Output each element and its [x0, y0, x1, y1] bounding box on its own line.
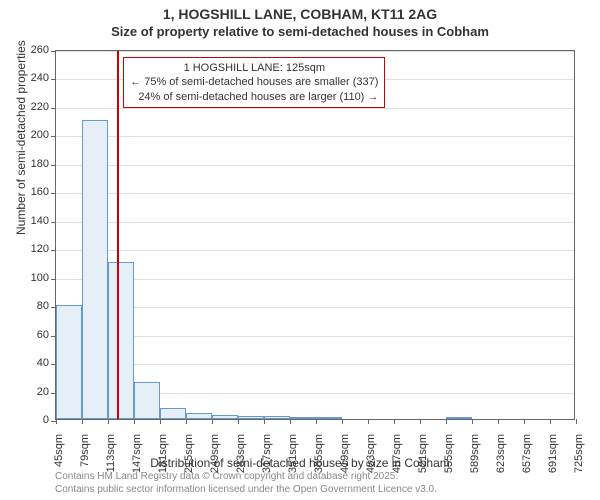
x-tick-label: 283sqm [235, 434, 247, 473]
histogram-bar [212, 415, 238, 419]
histogram-bar [108, 262, 134, 419]
y-tick [51, 165, 56, 166]
x-tick-label: 623sqm [495, 434, 507, 473]
histogram-bar [186, 413, 212, 419]
y-tick [51, 279, 56, 280]
y-tick-label: 260 [14, 44, 49, 56]
gridline [56, 193, 574, 194]
y-tick-label: 40 [14, 357, 49, 369]
y-tick [51, 250, 56, 251]
y-tick-label: 200 [14, 129, 49, 141]
x-tick [290, 419, 291, 424]
y-tick [51, 222, 56, 223]
x-tick-label: 657sqm [521, 434, 533, 473]
histogram-bar [238, 416, 264, 419]
reference-line [117, 51, 119, 419]
gridline [56, 136, 574, 137]
x-tick [82, 419, 83, 424]
x-tick [238, 419, 239, 424]
histogram-bar [160, 408, 186, 419]
y-tick-label: 220 [14, 101, 49, 113]
x-tick-label: 453sqm [365, 434, 377, 473]
chart-area: 1 HOGSHILL LANE: 125sqm← 75% of semi-det… [55, 50, 575, 420]
histogram-bar [290, 417, 316, 419]
y-tick-label: 160 [14, 186, 49, 198]
x-tick [316, 419, 317, 424]
x-tick [394, 419, 395, 424]
x-tick-label: 181sqm [157, 434, 169, 473]
x-tick [576, 419, 577, 424]
y-tick-label: 80 [14, 300, 49, 312]
x-tick [368, 419, 369, 424]
x-tick-label: 419sqm [339, 434, 351, 473]
y-tick [51, 193, 56, 194]
gridline [56, 108, 574, 109]
y-tick [51, 136, 56, 137]
x-tick-label: 555sqm [443, 434, 455, 473]
x-tick [212, 419, 213, 424]
y-tick-label: 20 [14, 386, 49, 398]
x-tick [524, 419, 525, 424]
annotation-line-2: ← 75% of semi-detached houses are smalle… [130, 75, 378, 89]
plot-region: 1 HOGSHILL LANE: 125sqm← 75% of semi-det… [55, 50, 575, 420]
attribution-text: Contains HM Land Registry data © Crown c… [55, 471, 437, 496]
x-tick [472, 419, 473, 424]
histogram-bar [446, 417, 472, 419]
y-tick [51, 79, 56, 80]
x-tick-label: 691sqm [547, 434, 559, 473]
x-tick [56, 419, 57, 424]
gridline [56, 222, 574, 223]
y-tick-label: 140 [14, 215, 49, 227]
x-tick [160, 419, 161, 424]
y-tick-label: 60 [14, 329, 49, 341]
x-tick-label: 147sqm [131, 434, 143, 473]
x-tick [550, 419, 551, 424]
gridline [56, 51, 574, 52]
x-tick-label: 113sqm [105, 434, 117, 472]
y-tick-label: 240 [14, 72, 49, 84]
x-tick-label: 589sqm [469, 434, 481, 473]
histogram-bar [264, 416, 290, 419]
x-tick-label: 725sqm [573, 434, 585, 473]
chart-title: 1, HOGSHILL LANE, COBHAM, KT11 2AG [0, 0, 600, 22]
gridline [56, 165, 574, 166]
histogram-bar [316, 417, 342, 419]
x-tick [264, 419, 265, 424]
y-tick [51, 108, 56, 109]
x-tick [446, 419, 447, 424]
x-tick-label: 249sqm [209, 434, 221, 473]
histogram-bar [82, 120, 108, 419]
y-tick-label: 120 [14, 243, 49, 255]
attribution-line-2: Contains public sector information licen… [55, 484, 437, 497]
y-tick-label: 0 [14, 414, 49, 426]
x-tick [498, 419, 499, 424]
x-tick [108, 419, 109, 424]
annotation-box: 1 HOGSHILL LANE: 125sqm← 75% of semi-det… [123, 57, 385, 108]
x-tick-label: 45sqm [53, 434, 65, 467]
chart-container: 1, HOGSHILL LANE, COBHAM, KT11 2AG Size … [0, 0, 600, 500]
x-tick-label: 385sqm [313, 434, 325, 473]
x-tick [342, 419, 343, 424]
y-tick [51, 51, 56, 52]
x-tick-label: 521sqm [417, 434, 429, 473]
x-tick-label: 487sqm [391, 434, 403, 473]
x-tick [420, 419, 421, 424]
x-tick-label: 79sqm [79, 434, 91, 467]
y-tick-label: 180 [14, 158, 49, 170]
histogram-bar [56, 305, 82, 419]
x-tick-label: 351sqm [287, 434, 299, 473]
annotation-line-1: 1 HOGSHILL LANE: 125sqm [130, 61, 378, 75]
x-tick [134, 419, 135, 424]
y-tick-label: 100 [14, 272, 49, 284]
gridline [56, 250, 574, 251]
chart-subtitle: Size of property relative to semi-detach… [0, 22, 600, 39]
histogram-bar [134, 382, 160, 419]
annotation-line-3: 24% of semi-detached houses are larger (… [130, 90, 378, 104]
x-tick [186, 419, 187, 424]
x-tick-label: 317sqm [261, 434, 273, 473]
x-tick-label: 215sqm [183, 434, 195, 473]
